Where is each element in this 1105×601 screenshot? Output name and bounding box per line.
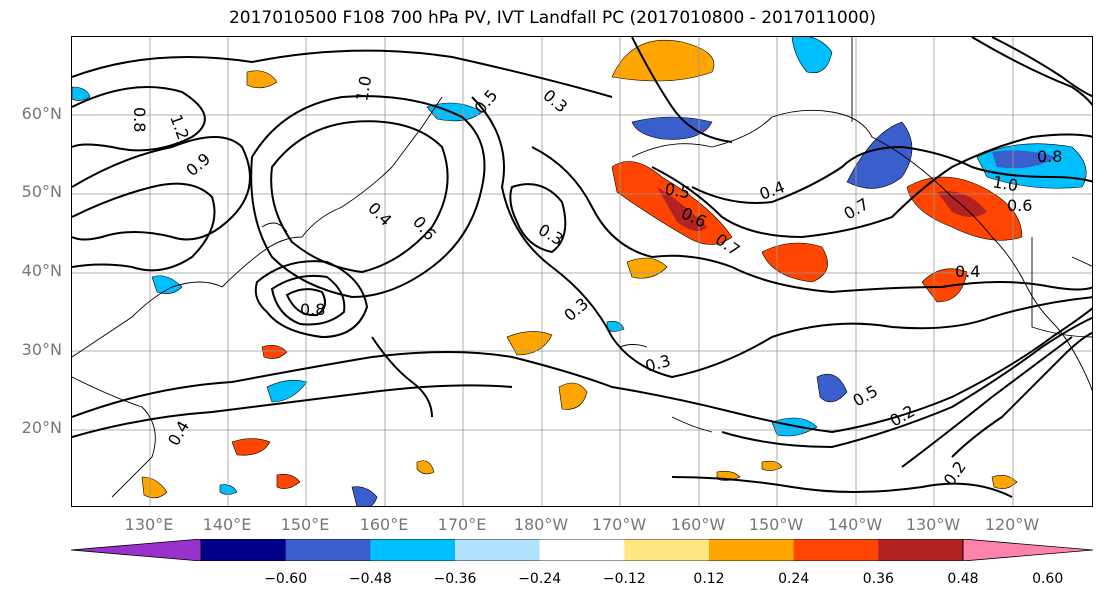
shading-patch [626,257,668,279]
shading-patch [657,187,707,231]
contour-label: 0.3 [535,220,567,249]
lon-label: 180°W [513,515,569,534]
colorbar-extend-max [962,539,1093,561]
contour-label: 0.8 [130,107,149,132]
shading-patch [937,191,987,217]
shading-patch [991,475,1018,489]
lon-label: 120°W [984,515,1040,534]
lon-label: 170°E [437,515,487,534]
shading-patch [631,116,713,140]
contour-label: 0.5 [850,381,882,410]
map-title: 2017010500 F108 700 hPa PV, IVT Landfall… [228,8,876,28]
colorbar-tick-label: −0.48 [348,571,392,587]
lat-label-30n: 30°N [21,340,62,359]
shading-patch [231,438,271,456]
contour-label: 0.7 [841,194,873,223]
colorbar-segment [201,539,287,561]
shading-patch [416,460,435,475]
pv-contours [72,37,1092,498]
shading-patch [261,345,288,359]
map-svg: 0.8 1.2 1.0 0.5 0.3 0.4 0.6 0.3 0.5 0.6 … [72,37,1092,506]
contour-label: 0.8 [1037,147,1062,166]
colorbar-segment [624,539,710,561]
shading-patch [816,373,848,403]
colorbar-tick-label: 0.48 [947,571,979,587]
shading-patch [219,484,238,495]
colorbar-outline [200,539,964,561]
lat-label-40n: 40°N [21,261,62,280]
contour-label: 0.6 [1007,196,1032,215]
colorbar-tick-label: −0.24 [518,571,562,587]
contour-label: 0.4 [955,262,980,281]
colorbar-segment [709,539,795,561]
colorbar-tick-label: 0.60 [1032,571,1064,587]
shading-patch [606,321,625,332]
colorbar-tick-label: −0.60 [264,571,308,587]
lon-label: 130°E [124,515,174,534]
colorbar-segment [455,539,541,561]
lon-label: 140°W [827,515,883,534]
contour-label: 0.9 [182,149,214,180]
contour-label: 0.4 [364,198,395,229]
shading-patch [141,476,168,499]
shading-patch [276,474,301,489]
colorbar-segment [878,539,964,561]
shading-patch [761,460,783,471]
contour-label: 0.4 [164,417,193,449]
colorbar-extend-min [71,539,202,561]
lon-label: 140°E [202,515,252,534]
colorbar-segment [285,539,371,561]
shading-patch [558,382,588,410]
colorbar-segment [370,539,456,561]
colorbar-segments [71,539,1093,561]
contour-label: 1.0 [991,172,1019,195]
graticule [72,37,1092,506]
shading-layer [72,37,1087,506]
shading-patch [246,70,278,89]
colorbar-segment [793,539,879,561]
contour-label: 0.8 [300,300,325,319]
lon-label: 160°E [359,515,409,534]
colorbar-segment [539,539,625,561]
lon-label: 150°W [748,515,804,534]
coastlines [72,37,1092,498]
colorbar-tick-label: 0.36 [862,571,894,587]
lat-label-60n: 60°N [21,104,62,123]
contour-label: 0.5 [663,179,691,202]
contour-label: 0.3 [539,86,571,117]
shading-patch [611,39,715,82]
shading-patch [791,37,833,74]
shading-patch [992,150,1057,169]
shading-patch [266,380,308,403]
shading-patch [351,486,378,506]
lon-label: 170°W [591,515,647,534]
contour-label: 0.2 [887,401,919,430]
lon-label: 160°W [670,515,726,534]
lat-label-50n: 50°N [21,182,62,201]
map-panel: 0.8 1.2 1.0 0.5 0.3 0.4 0.6 0.3 0.5 0.6 … [71,36,1093,507]
shading-patch [151,275,183,294]
colorbar-tick-label: 0.24 [778,571,810,587]
shading-patch [761,242,828,283]
colorbar-tick-label: −0.36 [433,571,477,587]
contour-label: 0.6 [409,212,440,244]
shading-patch [846,121,913,189]
lon-label: 150°E [280,515,330,534]
shading-patch [921,268,968,303]
shading-patch [506,331,553,356]
contour-label: 0.3 [643,351,673,376]
contour-label: 0.4 [757,177,787,204]
lon-label: 130°W [905,515,961,534]
contour-label: 1.0 [352,74,375,102]
shading-patch [72,86,91,101]
shading-patch [771,417,818,437]
lat-label-20n: 20°N [21,418,62,437]
colorbar-tick-label: 0.12 [693,571,725,587]
colorbar-tick-label: −0.12 [602,571,646,587]
colorbar [71,539,1093,561]
